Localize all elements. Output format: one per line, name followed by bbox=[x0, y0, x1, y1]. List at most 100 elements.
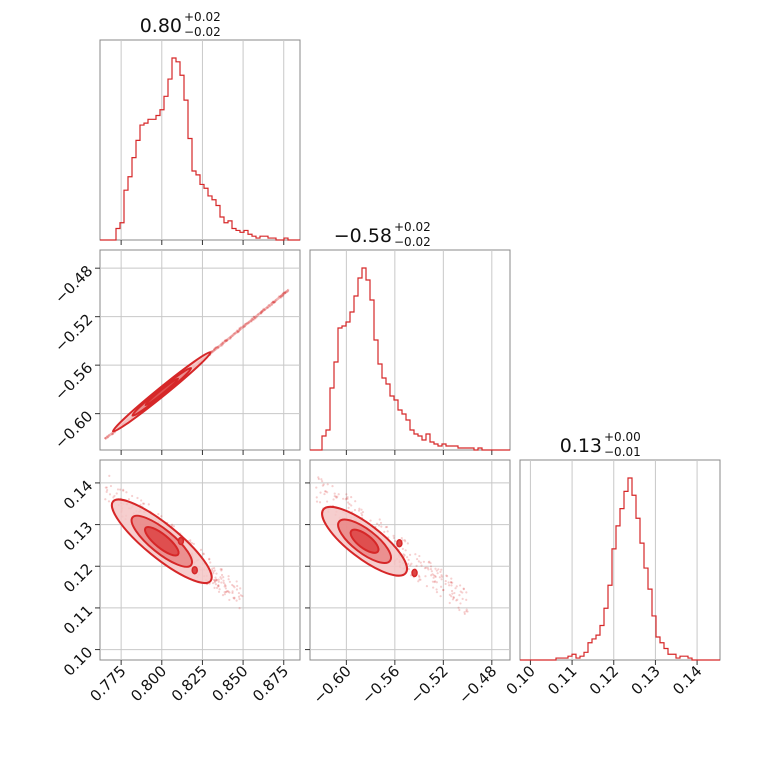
sample-point bbox=[250, 319, 253, 323]
sample-point bbox=[226, 589, 229, 593]
sample-point bbox=[337, 493, 340, 496]
sample-point bbox=[350, 504, 353, 507]
sample-point bbox=[435, 581, 438, 584]
sample-point bbox=[439, 595, 442, 598]
x-tick-label: 0.10 bbox=[503, 662, 539, 698]
sample-point bbox=[424, 575, 427, 578]
sample-point bbox=[284, 291, 287, 295]
sample-point bbox=[115, 492, 118, 495]
sample-point bbox=[259, 312, 262, 315]
sample-point bbox=[231, 590, 234, 593]
sample-point bbox=[383, 530, 386, 533]
sample-point bbox=[215, 572, 218, 575]
sample-point bbox=[323, 492, 326, 496]
x-tick-label: −0.52 bbox=[407, 662, 452, 707]
sample-point bbox=[213, 581, 216, 584]
sample-point bbox=[392, 536, 396, 540]
sample-point bbox=[353, 508, 357, 512]
sample-point bbox=[392, 534, 395, 537]
sample-point bbox=[210, 569, 214, 572]
sample-point bbox=[202, 553, 205, 556]
sample-point bbox=[272, 300, 275, 304]
sample-point bbox=[221, 343, 224, 346]
sample-point bbox=[380, 525, 383, 528]
sample-point bbox=[221, 341, 225, 345]
sample-point bbox=[228, 591, 231, 594]
sample-point bbox=[403, 554, 406, 557]
sample-point bbox=[247, 322, 250, 325]
sample-point bbox=[433, 580, 436, 584]
sample-point bbox=[253, 316, 257, 320]
x-tick-label: −0.60 bbox=[310, 662, 355, 707]
sample-point bbox=[430, 570, 433, 573]
sample-point bbox=[104, 436, 107, 440]
x-tick-label: 0.11 bbox=[544, 662, 580, 698]
sample-point bbox=[254, 317, 257, 320]
sample-point bbox=[172, 525, 175, 528]
sample-point bbox=[217, 584, 220, 587]
sample-point bbox=[419, 578, 422, 581]
sample-point bbox=[237, 330, 240, 333]
x-tick-label: 0.775 bbox=[87, 662, 130, 705]
sample-point bbox=[226, 338, 229, 342]
sample-point bbox=[125, 491, 128, 494]
sample-point bbox=[136, 496, 139, 500]
histogram-panel-2-frame bbox=[309, 249, 511, 451]
sample-point bbox=[274, 299, 277, 302]
sample-point bbox=[458, 594, 461, 597]
sample-point bbox=[237, 595, 241, 598]
sample-point bbox=[321, 484, 324, 487]
sample-point bbox=[220, 581, 223, 584]
sample-point bbox=[440, 578, 443, 581]
density-contour-islet bbox=[191, 565, 198, 575]
sample-point bbox=[116, 488, 120, 491]
sample-point bbox=[450, 577, 453, 580]
x-tick-label: 0.875 bbox=[249, 662, 292, 705]
sample-point bbox=[106, 436, 110, 439]
sample-point bbox=[452, 596, 455, 599]
sample-point bbox=[322, 483, 325, 486]
sample-point bbox=[417, 580, 420, 583]
sample-point bbox=[224, 584, 227, 588]
sample-point bbox=[107, 434, 110, 437]
sample-point bbox=[384, 525, 388, 529]
sample-point bbox=[231, 583, 234, 587]
sample-point bbox=[157, 513, 160, 516]
sample-point bbox=[217, 578, 220, 581]
sample-point bbox=[232, 584, 235, 588]
sample-point bbox=[243, 324, 247, 327]
sample-point bbox=[438, 576, 441, 579]
sample-point bbox=[224, 591, 228, 594]
sample-point bbox=[260, 310, 263, 313]
sample-point bbox=[285, 290, 288, 293]
sample-point bbox=[220, 569, 223, 572]
sample-point bbox=[465, 591, 468, 594]
sample-point bbox=[408, 553, 412, 556]
sample-point bbox=[270, 301, 273, 304]
sample-point bbox=[287, 288, 290, 291]
param-title-lower-error: −0.02 bbox=[184, 25, 221, 39]
sample-point bbox=[377, 524, 381, 527]
sample-point bbox=[434, 575, 437, 579]
sample-point bbox=[434, 580, 437, 583]
sample-point bbox=[104, 437, 107, 440]
sample-point bbox=[459, 590, 462, 593]
sample-point bbox=[233, 586, 236, 589]
sample-point bbox=[235, 580, 238, 583]
sample-point bbox=[445, 575, 449, 578]
pair-panel-2-3-frame bbox=[309, 459, 511, 661]
sample-point bbox=[394, 540, 397, 543]
sample-point bbox=[217, 590, 221, 593]
sample-point bbox=[279, 295, 282, 298]
sample-point bbox=[406, 542, 409, 545]
sample-point bbox=[235, 599, 238, 602]
sample-point bbox=[238, 328, 241, 332]
sample-point bbox=[139, 503, 142, 506]
sample-point bbox=[225, 339, 228, 343]
sample-point bbox=[260, 310, 263, 313]
y-tick-label: 0.10 bbox=[60, 643, 96, 679]
sample-point bbox=[273, 301, 277, 304]
sample-point bbox=[105, 486, 108, 489]
sample-point bbox=[406, 556, 409, 559]
sample-point bbox=[315, 496, 318, 499]
